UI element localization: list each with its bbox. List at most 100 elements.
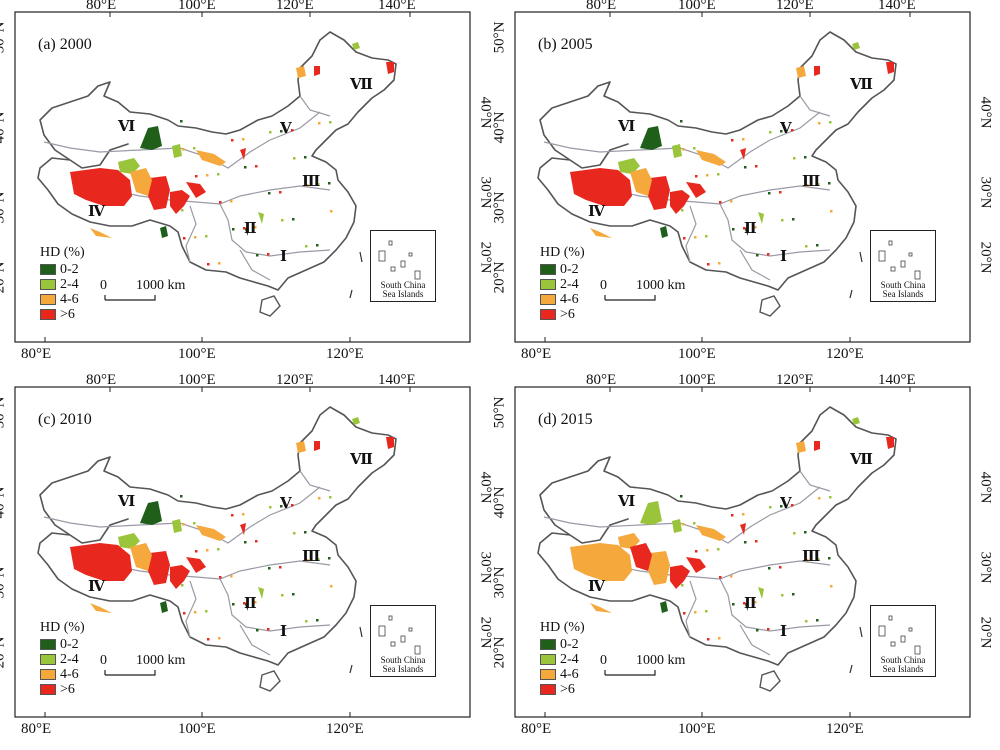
scatter-patch [304, 156, 307, 159]
map-frame [14, 386, 471, 718]
scatter-patch [281, 594, 284, 597]
ne-patch [796, 66, 806, 78]
scatter-patch [792, 593, 795, 596]
east-patch [240, 148, 246, 160]
inset-caption-line: South China [880, 655, 926, 665]
scatter-patch [779, 191, 782, 194]
scatter-patch [306, 559, 309, 562]
inset-caption: South China Sea Islands [871, 281, 935, 299]
scatter-patch [681, 209, 684, 212]
tibet-west-patch [70, 168, 132, 206]
bottom-tick-label: 120°E [326, 346, 364, 362]
scatter-patch [791, 129, 794, 132]
scale-label: 1000 km [136, 278, 186, 293]
region-boundary [799, 95, 831, 117]
scatter-patch [719, 576, 722, 579]
scatter-patch [718, 262, 721, 265]
inset-caption-line: Sea Islands [882, 289, 924, 299]
ne-patch [296, 441, 306, 453]
legend-label: 0-2 [60, 261, 79, 277]
legend-item: 0-2 [40, 637, 85, 652]
scatter-patch [244, 166, 247, 169]
scatter-patch [793, 532, 796, 535]
region-label: Ⅴ [280, 496, 292, 512]
scatter-patch [306, 184, 309, 187]
scatter-patch [744, 541, 747, 544]
legend-label: 4-6 [560, 291, 579, 307]
scatter-patch [232, 603, 235, 606]
region-boundary [239, 249, 271, 281]
scatter-patch [219, 201, 222, 204]
legend-item: >6 [540, 682, 585, 697]
scatter-patch [182, 148, 185, 151]
region-boundary [685, 205, 697, 263]
left-tick-label: 50°N [491, 21, 508, 54]
region-label: Ⅱ [244, 596, 257, 612]
map-canvas [14, 11, 471, 343]
legend-item: 2-4 [540, 652, 585, 667]
right-tick-label: 20°N [477, 616, 494, 649]
scatter-patch [818, 497, 821, 500]
bottom-tick-label: 120°E [326, 721, 364, 737]
scatter-patch [317, 558, 320, 561]
scatter-patch [707, 638, 710, 641]
scatter-patch [243, 602, 246, 605]
legend: HD (%) 0-2 2-4 4-6 >6 [540, 620, 585, 697]
scatter-patch [705, 235, 708, 238]
left-tick-label: 30°N [491, 566, 508, 599]
legend-item: 0-2 [540, 262, 585, 277]
scatter-patch [769, 506, 772, 509]
scale-bar-line [104, 670, 156, 676]
region-label: Ⅱ [744, 596, 757, 612]
scatter-patch [767, 253, 770, 256]
right-tick-label: 30°N [977, 551, 994, 584]
scatter-patch [829, 496, 832, 499]
region-vi-patch [140, 126, 162, 150]
legend: HD (%) 0-2 2-4 4-6 >6 [40, 245, 85, 322]
scatter-patch [291, 129, 294, 132]
inset-map [878, 615, 921, 655]
scatter-patch [816, 619, 819, 622]
ne-patch [386, 437, 394, 449]
central-strip-patch [630, 543, 652, 571]
small-patch [672, 519, 682, 533]
scatter-patch [232, 228, 235, 231]
legend-title: HD (%) [540, 245, 585, 260]
small-patch [172, 144, 182, 158]
east-patch [744, 603, 748, 611]
legend-swatch [40, 684, 56, 695]
scatter-patch [731, 139, 734, 142]
qaidam-patch [118, 158, 140, 174]
legend-item: >6 [540, 307, 585, 322]
region-label: Ⅳ [88, 204, 106, 220]
map-panel-a: (a) 2000 80°E 100°E 120°E 140°E 80°E 100°E 120°… [0, 0, 500, 375]
scatter-patch [680, 495, 683, 498]
region-label: Ⅰ [280, 624, 288, 640]
right-tick-label: 40°N [977, 471, 994, 504]
scatter-patch [329, 121, 332, 124]
scatter-patch [830, 585, 833, 588]
region-label: Ⅵ [618, 494, 636, 510]
region-vi-patch [640, 501, 662, 525]
scatter-patch [328, 182, 331, 185]
legend-swatch [540, 639, 556, 650]
scatter-patch [193, 147, 196, 150]
scatter-patch [292, 218, 295, 221]
scatter-patch [279, 566, 282, 569]
scatter-patch [244, 541, 247, 544]
region-boundary [219, 578, 331, 632]
scatter-patch [230, 200, 233, 203]
scatter-patch [717, 548, 720, 551]
scatter-patch [767, 628, 770, 631]
scatter-patch [268, 192, 271, 195]
region-label: Ⅰ [280, 249, 288, 265]
legend-title: HD (%) [40, 620, 85, 635]
scatter-patch [781, 219, 784, 222]
ne-patch [852, 42, 860, 50]
scale-bar-line [104, 295, 156, 301]
left-tick-label: 20°N [491, 636, 508, 669]
inset-caption-line: Sea Islands [382, 289, 424, 299]
scatter-patch [207, 263, 210, 266]
ne-patch [814, 66, 820, 76]
scatter-patch [705, 610, 708, 613]
